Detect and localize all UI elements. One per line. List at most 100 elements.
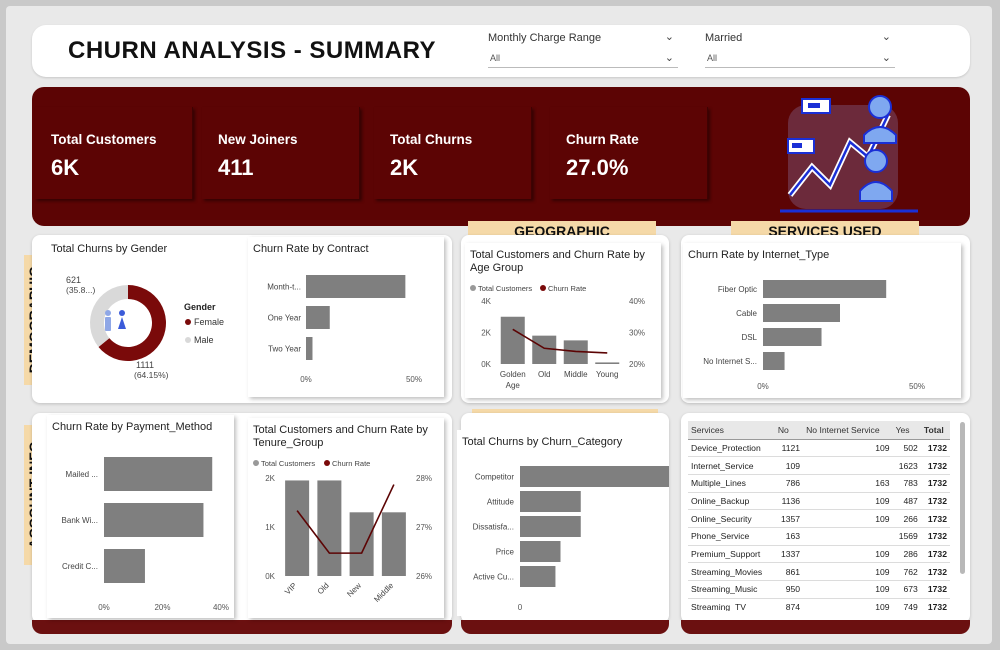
services-table[interactable]: Services No No Internet Service Yes Total De… [688, 421, 950, 611]
table-cell: 1732 [920, 545, 950, 564]
male-value-label: 621 [66, 275, 81, 285]
chevron-down-icon[interactable]: ⌄ [881, 31, 891, 43]
bar [306, 275, 406, 298]
table-cell: 109 [803, 545, 893, 564]
table-row[interactable]: Internet_Service 109 1623 1732 [688, 456, 950, 475]
table-cell: 1732 [920, 474, 950, 493]
table-cell: 1732 [920, 509, 950, 528]
axis-tick-label: 20% [154, 603, 170, 612]
legend-title: Gender [184, 302, 216, 312]
table-row[interactable]: Device_Protection 1121 109 502 1732 [688, 439, 950, 458]
table-row[interactable]: Premium_Support 1337 109 286 1732 [688, 545, 950, 564]
legend-item: Churn Rate [548, 284, 586, 293]
chevron-down-icon[interactable]: ⌄ [664, 52, 674, 64]
table-cell: 1732 [920, 439, 950, 458]
bar [520, 516, 581, 537]
bar [520, 541, 561, 562]
filter-married[interactable]: Married ⌄ All ⌄ [705, 30, 895, 70]
table-cell: 1732 [920, 527, 950, 546]
column-header[interactable]: Total [920, 421, 950, 440]
bar [763, 304, 840, 322]
column-header[interactable]: Yes [892, 421, 921, 440]
contract-bar-chart[interactable]: Month-t... One Year Two Year 0% 50% [248, 237, 444, 397]
table-cell: 861 [774, 562, 804, 581]
category-label: Age [506, 381, 521, 390]
category-label: Young [596, 370, 618, 379]
female-value-label: 1111 [136, 360, 154, 370]
category-label: Price [496, 548, 515, 557]
header-bar: CHURN ANALYSIS - SUMMARY Monthly Charge … [32, 25, 970, 77]
table-cell: 1732 [920, 598, 950, 611]
table-row[interactable]: Phone_Service 163 1569 1732 [688, 527, 950, 546]
table-cell: 286 [892, 545, 921, 564]
right-axis-tick: 28% [416, 474, 432, 483]
column-header[interactable]: No Internet Service [803, 421, 893, 440]
column-header[interactable]: No [774, 421, 804, 440]
internet-bar-chart[interactable]: Fiber Optic Cable DSL No Internet S... 0% 50% [683, 243, 961, 398]
category-label: VIP [283, 581, 298, 596]
category-label: Cable [736, 309, 757, 318]
table-cell: 109 [803, 509, 893, 528]
tenure-combo-chart[interactable]: Total Customers Churn Rate 0K 1K 2K 26% 27% 28%… [248, 418, 444, 618]
left-axis-tick: 4K [481, 297, 491, 306]
table-cell: 783 [892, 474, 921, 493]
legend-swatch [540, 285, 546, 291]
table-cell: 762 [892, 562, 921, 581]
legend-swatch-male [185, 337, 191, 343]
filter-label: Married [705, 32, 743, 44]
table-cell: 163 [774, 527, 804, 546]
table-row[interactable]: Online_Backup 1136 109 487 1732 [688, 492, 950, 511]
table-cell: 1623 [892, 456, 921, 475]
right-axis-tick: 26% [416, 572, 432, 581]
category-bar-chart[interactable]: Competitor Attitude Dissatisfa... Price Acti… [457, 430, 669, 616]
kpi-value: 411 [218, 155, 254, 180]
table-cell: Streaming_Movies [688, 562, 775, 581]
left-axis-tick: 0K [265, 572, 275, 581]
table-row[interactable]: Streaming_Music 950 109 673 1732 [688, 580, 950, 599]
filter-dropdown[interactable]: All ⌄ [488, 50, 678, 68]
category-label: One Year [268, 314, 302, 323]
filter-value: All [707, 53, 718, 63]
chevron-down-icon[interactable]: ⌄ [881, 52, 891, 64]
table-cell: 1337 [774, 545, 804, 564]
bar [520, 466, 669, 487]
chevron-down-icon[interactable]: ⌄ [664, 31, 674, 43]
chart-title: Total Churns by Churn_Category [462, 436, 623, 448]
table-cell: Internet_Service [688, 456, 775, 475]
legend-female: Female [194, 317, 224, 327]
table-cell [803, 456, 893, 475]
kpi-band: Total Customers 6K New Joiners 411 Total… [32, 87, 970, 226]
category-label: Middle [372, 581, 395, 604]
table-row[interactable]: Streaming_TV 874 109 749 1732 [688, 598, 950, 611]
table-cell: 1569 [892, 527, 921, 546]
bar [763, 280, 887, 298]
donut-slice-male [90, 285, 128, 347]
payment-bar-chart[interactable]: Mailed ... Bank Wi... Credit C... 0% 20% 40% [47, 415, 234, 618]
age-combo-chart[interactable]: Total Customers Churn Rate 0K 2K 4K 20% 30% 40%… [465, 243, 661, 398]
axis-tick-label: 0 [518, 603, 523, 612]
category-label: Dissatisfa... [473, 523, 514, 532]
table-cell: Phone_Service [688, 527, 775, 546]
gender-donut-chart[interactable]: 621 (35.8...) 1111 (64.15%) Gender Femal… [46, 237, 240, 397]
table-cell: Online_Security [688, 509, 775, 528]
table-row[interactable]: Streaming_Movies 861 109 762 1732 [688, 562, 950, 581]
category-label: New [345, 581, 363, 599]
kpi-value: 6K [51, 155, 80, 180]
tenure-chart-card: Total Customers and Churn Rate by Tenure… [248, 418, 444, 618]
table-cell: 109 [803, 439, 893, 458]
category-label: Fiber Optic [718, 285, 757, 294]
column-header[interactable]: Services [688, 421, 775, 440]
table-row[interactable]: Multiple_Lines 786 163 783 1732 [688, 474, 950, 493]
panel-footer [32, 620, 452, 634]
filter-monthly-charge-range[interactable]: Monthly Charge Range ⌄ All ⌄ [488, 30, 678, 70]
kpi-card-new-joiners: New Joiners 411 [202, 107, 360, 199]
axis-tick-label: 0% [98, 603, 110, 612]
legend-item: Total Customers [261, 459, 315, 468]
table-cell: 673 [892, 580, 921, 599]
table-row[interactable]: Online_Security 1357 109 266 1732 [688, 509, 950, 528]
category-label: Two Year [268, 345, 301, 354]
table-scrollbar[interactable] [960, 422, 965, 574]
chart-title: Churn Rate by Contract [253, 243, 369, 255]
table-cell: 1357 [774, 509, 804, 528]
filter-dropdown[interactable]: All ⌄ [705, 50, 895, 68]
